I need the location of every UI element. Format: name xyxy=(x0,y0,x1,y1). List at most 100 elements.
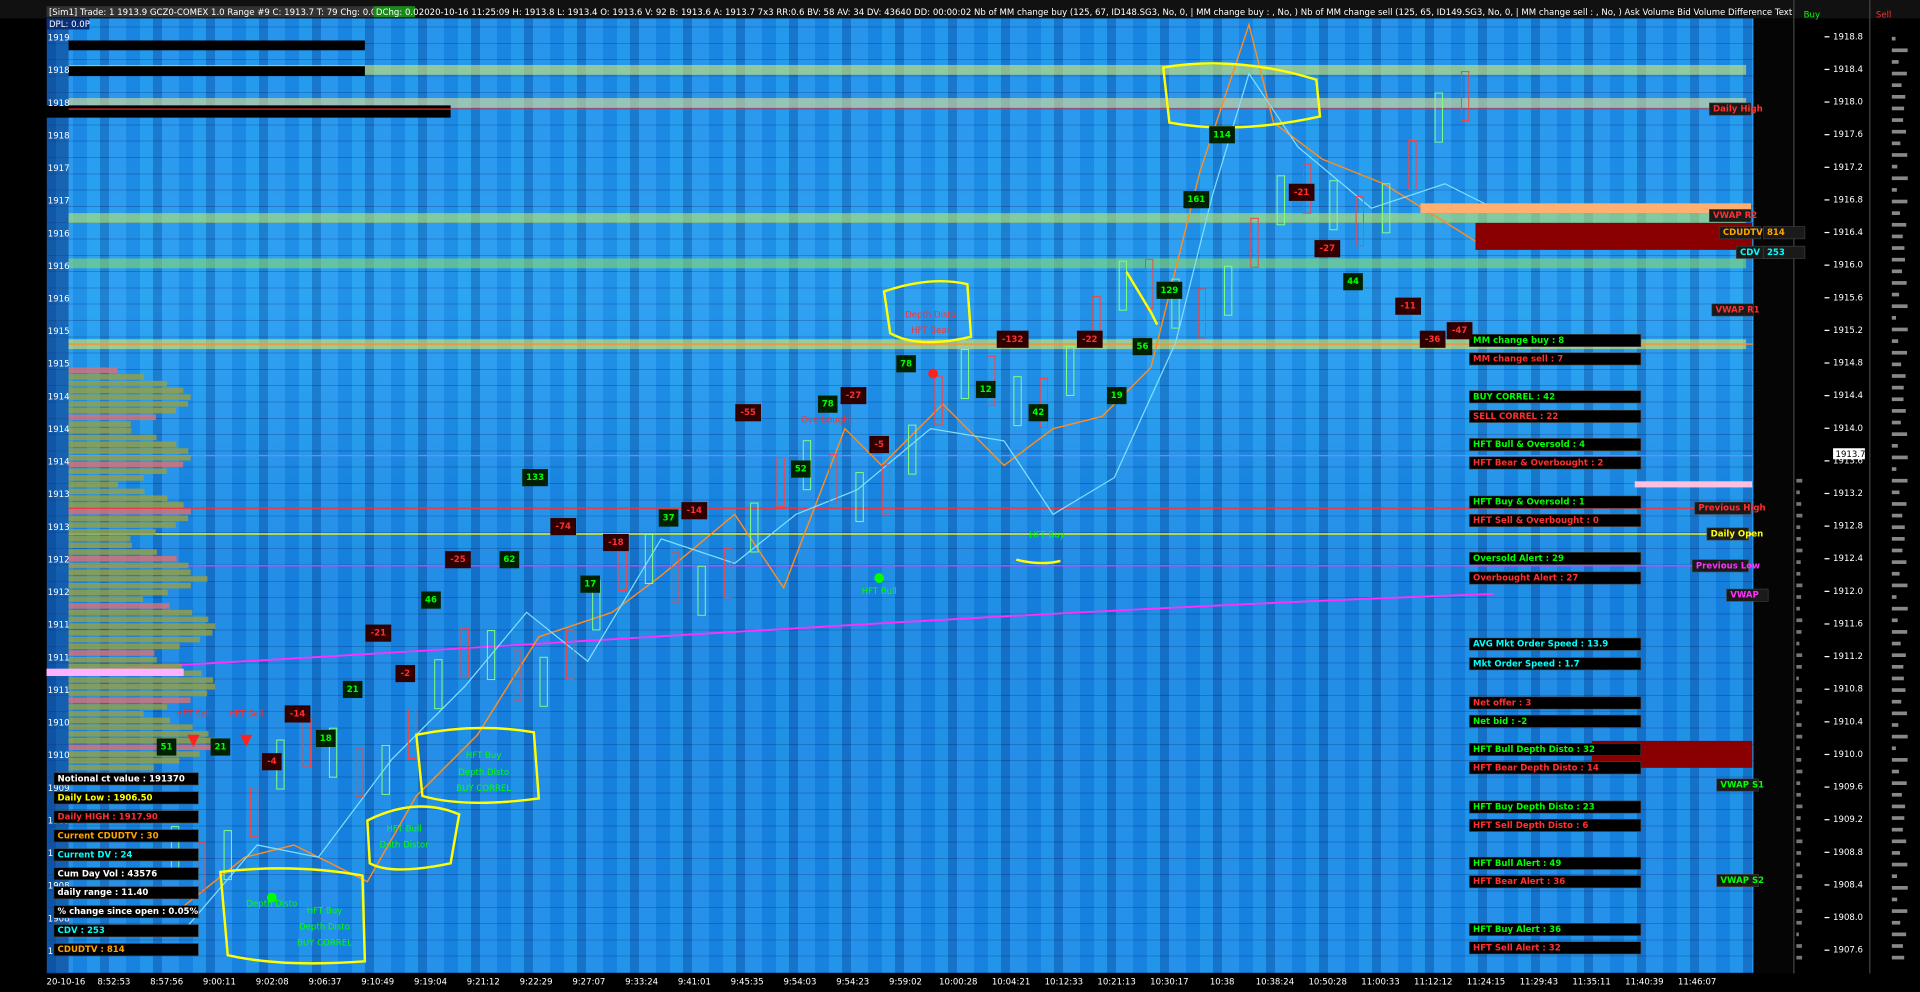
signal-value: 19 xyxy=(1111,391,1123,401)
level-label-box xyxy=(1762,226,1806,240)
signal-value: -22 xyxy=(1082,335,1098,345)
left-price-label: 1910 xyxy=(48,719,70,729)
signal-value: -11 xyxy=(1400,302,1416,312)
annotation: Overbought xyxy=(801,416,853,426)
price-label: 1918.8 xyxy=(1833,32,1863,42)
depth-band xyxy=(1634,481,1753,488)
level-label-box xyxy=(1706,527,1749,541)
sell-depth-bar xyxy=(1891,560,1907,564)
buy-depth-bar xyxy=(1796,711,1800,716)
volume-profile-bar xyxy=(68,704,168,710)
info-item-box xyxy=(53,867,199,881)
sell-depth-bar xyxy=(1891,513,1903,518)
left-price-label: 1916 xyxy=(48,295,70,305)
volume-profile-bar xyxy=(68,744,213,751)
volume-profile-bar xyxy=(68,758,180,764)
buy-depth-bar xyxy=(1796,525,1801,530)
signal-box xyxy=(550,518,577,536)
left-price-label: 1917 xyxy=(48,197,70,207)
time-label: 10:00:28 xyxy=(939,978,977,988)
left-price-label: 1915 xyxy=(48,360,70,370)
price-line xyxy=(183,21,1483,907)
sell-depth-bar xyxy=(1891,188,1897,192)
buy-depth-bar xyxy=(1796,758,1802,762)
indicator-box xyxy=(1469,456,1642,470)
sell-depth-bar xyxy=(1891,897,1898,902)
left-price-label: 1915 xyxy=(48,327,70,337)
sell-depth-bar xyxy=(1891,60,1899,64)
volume-profile-bar xyxy=(68,731,209,737)
signal-box xyxy=(210,738,231,756)
indicator: AVG Mkt Order Speed : 13.9 xyxy=(1473,640,1608,650)
sell-depth-bar xyxy=(1891,478,1908,483)
signal-box xyxy=(156,738,177,756)
sell-depth-bar xyxy=(1891,944,1903,948)
time-label: 9:41:01 xyxy=(678,978,711,988)
time-label: 9:10:49 xyxy=(361,978,394,988)
indicator: BUY CORREL : 42 xyxy=(1473,392,1555,402)
buy-depth-bar xyxy=(1796,664,1802,669)
signal-value: 44 xyxy=(1347,277,1359,287)
price-label: 1910.0 xyxy=(1833,750,1863,760)
annotation: HFT Buy xyxy=(307,907,343,917)
bar-box xyxy=(434,659,443,710)
sell-depth-bar xyxy=(1891,397,1904,402)
sell-depth-bar xyxy=(1891,176,1908,181)
volume-profile-bar xyxy=(68,488,145,495)
left-price-label: 1918 xyxy=(48,99,70,109)
level-label: Daily Open xyxy=(1711,529,1764,539)
volume-profile-bar xyxy=(68,481,119,488)
price-label: 1912.8 xyxy=(1833,522,1863,532)
bar-box xyxy=(1381,183,1391,234)
volume-profile-bar xyxy=(68,441,177,448)
info-item: CDUDTV : 814 xyxy=(58,945,125,955)
sell-depth-bar xyxy=(1891,467,1897,471)
time-label: 11:35:11 xyxy=(1572,978,1610,988)
signal-value: 52 xyxy=(795,465,807,475)
buy-depth-bar xyxy=(1796,688,1802,692)
signal-box xyxy=(1156,281,1183,299)
signal-box xyxy=(1076,330,1103,348)
bar-box xyxy=(987,355,996,406)
sell-depth-bar xyxy=(1891,758,1908,762)
signal-value: -27 xyxy=(846,391,862,401)
signal-box xyxy=(315,729,336,748)
vwap-line xyxy=(68,593,1494,673)
indicator-box xyxy=(1469,696,1642,710)
price-label: 1910.8 xyxy=(1833,685,1863,695)
panel-title: Buy xyxy=(1804,10,1820,20)
indicator: HFT Sell & Overbought : 0 xyxy=(1473,516,1599,526)
signal-value: 78 xyxy=(822,400,834,410)
left-price-label: 1914 xyxy=(48,458,70,468)
signal-value: -25 xyxy=(450,555,466,565)
sell-depth-bar xyxy=(1891,257,1905,262)
signal-value: 51 xyxy=(161,743,173,753)
current-price-box xyxy=(1833,448,1865,460)
level-label-box xyxy=(1691,559,1749,573)
buy-depth-bar xyxy=(1796,874,1803,879)
indicator: Net bid : -2 xyxy=(1473,717,1527,727)
level-label: VWAP S1 xyxy=(1720,780,1764,790)
signal-dot xyxy=(266,892,277,903)
signal-value: -2 xyxy=(401,669,411,679)
annotation: Depth Disto xyxy=(458,768,509,778)
signal-box xyxy=(1183,191,1210,209)
signal-box xyxy=(896,355,916,373)
time-label: 9:06:37 xyxy=(308,978,341,988)
sell-depth-bar xyxy=(1891,281,1907,285)
volume-profile-bar xyxy=(68,724,193,730)
level-label-box xyxy=(1762,245,1806,259)
bar-box xyxy=(908,424,917,475)
signal-box xyxy=(791,460,811,478)
level-label-box xyxy=(1711,303,1754,317)
signal-value: -27 xyxy=(1320,244,1336,254)
volume-profile-bar xyxy=(68,475,144,481)
buy-depth-bar xyxy=(1796,571,1801,576)
sell-depth-bar xyxy=(1891,664,1904,669)
indicator: SELL CORREL : 22 xyxy=(1473,412,1558,422)
signal-value: 21 xyxy=(347,685,359,695)
buy-depth-bar xyxy=(1796,804,1803,809)
bar-box xyxy=(1460,71,1470,122)
